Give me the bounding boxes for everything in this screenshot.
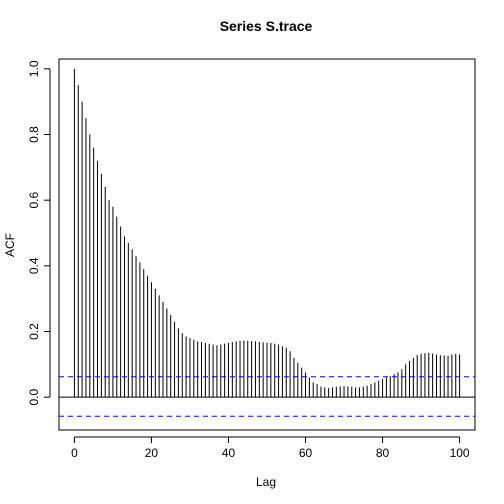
x-tick-label: 100	[450, 446, 470, 460]
bars-group	[73, 68, 461, 398]
x-tick-label: 40	[222, 446, 236, 460]
x-axis: 0 20 40 60 80 100	[71, 436, 470, 460]
plot-frame	[58, 58, 476, 431]
chart-title: Series S.trace	[220, 18, 313, 34]
y-axis: 0.0 0.2 0.4 0.6 0.8 1.0	[27, 60, 51, 406]
y-tick-label: 0.4	[27, 257, 41, 274]
x-tick-label: 80	[376, 446, 390, 460]
y-tick-label: 0.6	[27, 192, 41, 209]
y-tick-label: 0.0	[27, 389, 41, 406]
y-tick-label: 0.8	[27, 126, 41, 143]
x-axis-label: Lag	[256, 475, 276, 489]
confidence-lines-group	[59, 376, 475, 417]
x-tick-label: 20	[145, 446, 159, 460]
y-tick-label: 1.0	[27, 60, 41, 77]
y-axis-label: ACF	[3, 233, 17, 257]
y-tick-label: 0.2	[27, 323, 41, 340]
x-tick-label: 60	[299, 446, 313, 460]
x-tick-label: 0	[71, 446, 78, 460]
